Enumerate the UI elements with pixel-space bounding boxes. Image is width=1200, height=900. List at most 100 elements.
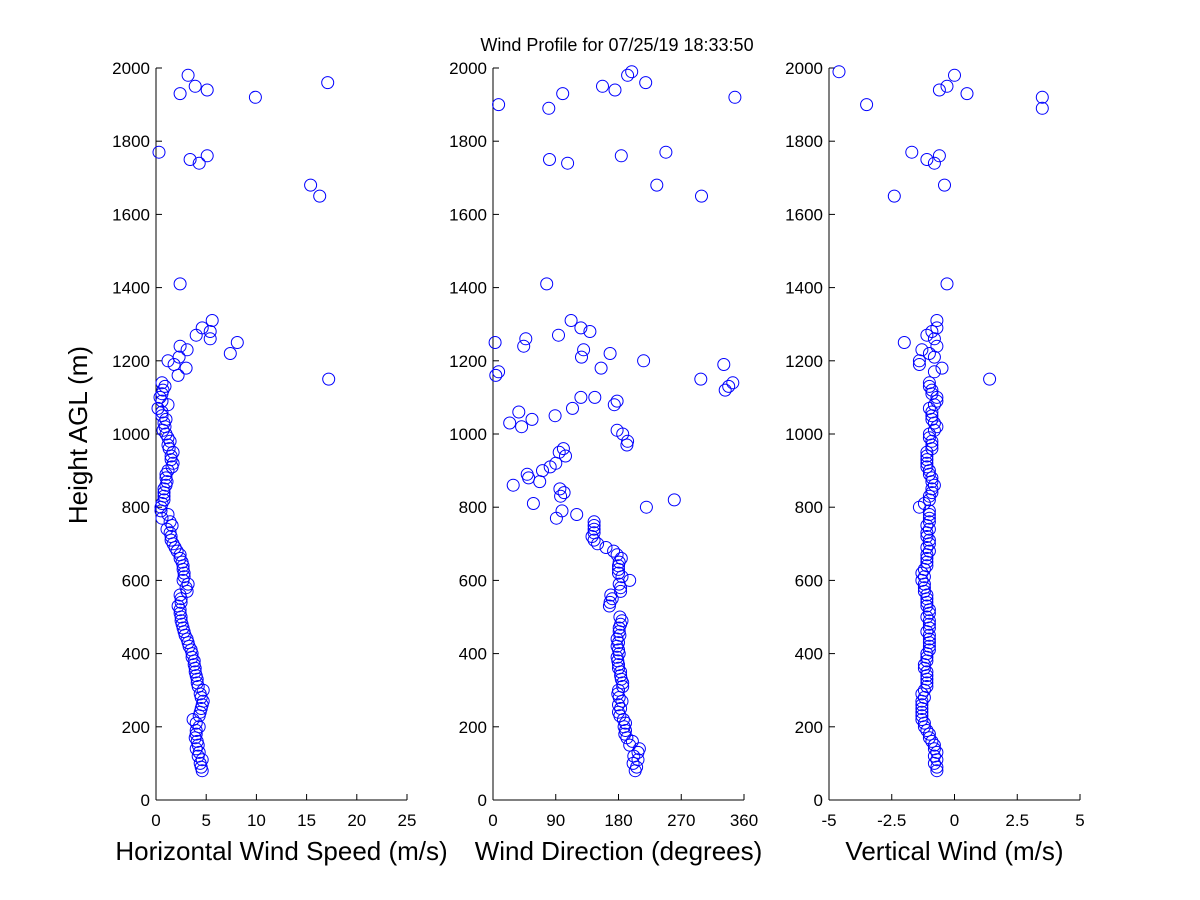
y-tick-label: 1400 — [785, 279, 823, 298]
y-tick-label: 800 — [459, 498, 487, 517]
data-point — [196, 694, 210, 708]
data-point — [173, 606, 187, 620]
data-point — [188, 665, 202, 679]
data-point — [917, 716, 931, 730]
data-point — [920, 610, 934, 624]
data-point — [650, 178, 664, 192]
data-point — [930, 314, 944, 327]
data-point — [925, 734, 939, 748]
data-point — [186, 713, 200, 726]
data-point — [189, 742, 203, 756]
data-point — [912, 358, 926, 371]
data-point — [156, 383, 170, 397]
y-tick-label: 1800 — [112, 132, 150, 151]
x-tick-label: 0 — [950, 811, 959, 830]
data-point — [614, 584, 628, 598]
data-point — [922, 639, 936, 653]
data-point — [927, 749, 941, 763]
data-point — [905, 145, 919, 159]
y-tick-label: 1400 — [112, 279, 150, 298]
data-point — [152, 145, 166, 159]
data-point — [614, 702, 628, 715]
data-point — [1035, 101, 1049, 115]
data-point — [639, 76, 653, 90]
data-point — [932, 149, 946, 163]
data-point — [930, 339, 944, 353]
data-point — [526, 497, 540, 510]
data-point — [887, 189, 901, 203]
data-point — [561, 156, 575, 170]
data-point — [615, 614, 629, 628]
data-point — [503, 416, 517, 430]
data-point — [171, 599, 185, 613]
wind-direction-x-axis-label: Wind Direction (degrees) — [475, 836, 763, 866]
data-point — [163, 434, 177, 448]
y-tick-label: 0 — [478, 791, 487, 810]
data-point — [174, 595, 188, 609]
y-tick-label: 200 — [122, 718, 150, 737]
data-point — [930, 394, 944, 408]
data-point — [621, 434, 635, 448]
data-point — [577, 343, 591, 357]
x-tick-label: 180 — [604, 811, 632, 830]
data-point — [587, 533, 601, 547]
data-point — [922, 515, 936, 529]
data-point — [552, 445, 566, 459]
data-point — [637, 354, 651, 368]
data-point — [588, 390, 602, 404]
data-point — [604, 588, 618, 602]
data-point — [925, 486, 939, 500]
y-tick-label: 0 — [141, 791, 150, 810]
data-point — [159, 471, 173, 485]
data-point — [915, 698, 929, 712]
data-point — [940, 79, 954, 93]
data-point — [922, 632, 936, 646]
data-point — [930, 390, 944, 404]
data-point — [920, 676, 934, 690]
data-point — [930, 321, 944, 335]
data-point — [564, 314, 578, 327]
data-point — [922, 643, 936, 657]
vertical-wind-x-axis-label: Vertical Wind (m/s) — [845, 836, 1063, 866]
x-tick-label: 90 — [546, 811, 565, 830]
y-tick-label: 2000 — [785, 59, 823, 78]
data-point — [192, 745, 206, 759]
data-point — [181, 68, 195, 82]
data-point — [515, 420, 529, 434]
data-point — [938, 178, 951, 192]
data-point — [163, 526, 177, 540]
data-point — [587, 519, 601, 532]
data-point — [610, 632, 624, 646]
data-point — [621, 68, 635, 82]
data-point — [157, 416, 171, 430]
data-point — [920, 449, 934, 463]
data-point — [915, 705, 929, 719]
data-point — [203, 325, 217, 338]
horizontal-wind-speed-x-axis-label: Horizontal Wind Speed (m/s) — [115, 836, 447, 866]
x-tick-label: 0 — [151, 811, 160, 830]
data-point — [192, 156, 206, 170]
data-point — [548, 409, 562, 423]
data-point — [173, 87, 187, 101]
data-point — [614, 149, 628, 163]
data-point — [922, 401, 936, 415]
data-point — [920, 551, 934, 565]
data-point — [1035, 90, 1049, 104]
data-point — [603, 595, 617, 609]
data-point — [158, 379, 172, 393]
y-tick-label: 600 — [795, 571, 823, 590]
data-point — [492, 98, 506, 112]
data-point — [188, 79, 202, 93]
data-point — [917, 570, 931, 584]
y-tick-label: 0 — [814, 791, 823, 810]
data-point — [173, 277, 187, 291]
x-tick-label: 5 — [201, 811, 210, 830]
data-point — [616, 680, 630, 693]
data-point — [912, 500, 926, 514]
x-tick-label: 5 — [1075, 811, 1084, 830]
data-point — [925, 442, 939, 456]
data-point — [512, 405, 526, 419]
data-point — [922, 617, 936, 631]
data-point — [610, 394, 624, 408]
